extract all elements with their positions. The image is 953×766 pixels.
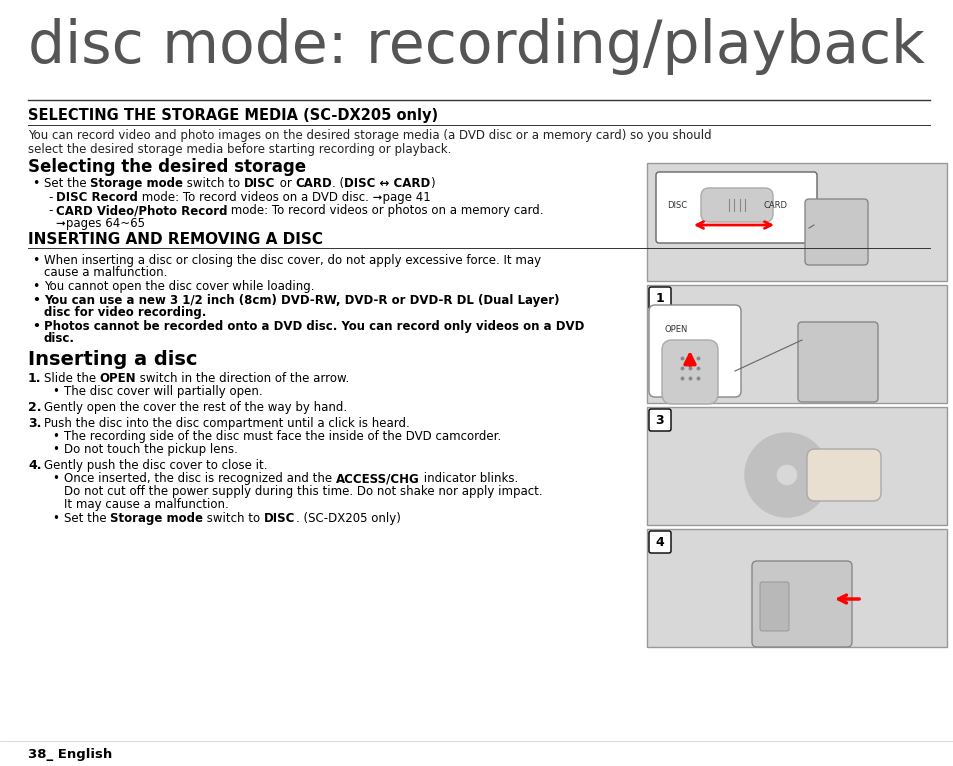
Text: -: -: [48, 191, 52, 204]
Text: •: •: [32, 280, 39, 293]
Text: •: •: [52, 512, 59, 525]
Text: 1: 1: [655, 292, 663, 305]
Text: •: •: [52, 443, 59, 456]
Text: mode: To record videos on a DVD disc. ➞page 41: mode: To record videos on a DVD disc. ➞p…: [138, 191, 430, 204]
Text: CARD Video/Photo Record: CARD Video/Photo Record: [56, 204, 227, 217]
Text: mode: To record videos or photos on a memory card.: mode: To record videos or photos on a me…: [227, 204, 543, 217]
FancyBboxPatch shape: [804, 199, 867, 265]
Text: CARD: CARD: [763, 201, 787, 209]
Text: •: •: [52, 430, 59, 443]
Bar: [646, 163, 946, 281]
Text: Selecting the desired storage: Selecting the desired storage: [28, 158, 306, 176]
Text: You can use a new 3 1/2 inch (8cm) DVD-RW, DVD-R or DVD-R DL (Dual Layer): You can use a new 3 1/2 inch (8cm) DVD-R…: [44, 294, 558, 307]
FancyBboxPatch shape: [700, 188, 772, 222]
Text: switch in the direction of the arrow.: switch in the direction of the arrow.: [136, 372, 350, 385]
Text: DISC: DISC: [244, 177, 275, 190]
Text: Storage mode: Storage mode: [111, 512, 203, 525]
Text: cause a malfunction.: cause a malfunction.: [44, 266, 167, 279]
Text: 3: 3: [655, 414, 663, 427]
Text: You cannot open the disc cover while loading.: You cannot open the disc cover while loa…: [44, 280, 314, 293]
Text: or: or: [275, 177, 294, 190]
Text: INSERTING AND REMOVING A DISC: INSERTING AND REMOVING A DISC: [28, 232, 323, 247]
Text: disc mode: recording/playback: disc mode: recording/playback: [28, 18, 923, 75]
Text: When inserting a disc or closing the disc cover, do not apply excessive force. I: When inserting a disc or closing the dis…: [44, 254, 540, 267]
Text: . (SC-DX205 only): . (SC-DX205 only): [295, 512, 400, 525]
Text: OPEN: OPEN: [664, 325, 688, 334]
Text: OPEN: OPEN: [100, 372, 136, 385]
Text: select the desired storage media before starting recording or playback.: select the desired storage media before …: [28, 143, 451, 156]
Circle shape: [776, 465, 796, 485]
Text: ACCESS/CHG: ACCESS/CHG: [335, 472, 419, 485]
Text: Gently open the cover the rest of the way by hand.: Gently open the cover the rest of the wa…: [44, 401, 347, 414]
FancyBboxPatch shape: [751, 561, 851, 647]
Text: Once inserted, the disc is recognized and the: Once inserted, the disc is recognized an…: [64, 472, 335, 485]
Text: Gently push the disc cover to close it.: Gently push the disc cover to close it.: [44, 459, 267, 472]
Text: Photos cannot be recorded onto a DVD disc. You can record only videos on a DVD: Photos cannot be recorded onto a DVD dis…: [44, 320, 584, 333]
Text: 4: 4: [655, 535, 663, 548]
Text: The recording side of the disc must face the inside of the DVD camcorder.: The recording side of the disc must face…: [64, 430, 500, 443]
Bar: [646, 529, 946, 647]
FancyBboxPatch shape: [760, 582, 788, 631]
Text: Storage mode: Storage mode: [91, 177, 183, 190]
Text: DISC: DISC: [666, 201, 686, 209]
FancyBboxPatch shape: [648, 287, 670, 309]
Text: switch to: switch to: [183, 177, 244, 190]
Text: Do not cut off the power supply during this time. Do not shake nor apply impact.: Do not cut off the power supply during t…: [64, 485, 542, 498]
Text: •: •: [32, 177, 39, 190]
Text: Inserting a disc: Inserting a disc: [28, 350, 197, 369]
FancyBboxPatch shape: [661, 340, 718, 404]
Text: Do not touch the pickup lens.: Do not touch the pickup lens.: [64, 443, 237, 456]
Text: switch to: switch to: [203, 512, 264, 525]
Text: 1.: 1.: [28, 372, 42, 385]
FancyBboxPatch shape: [797, 322, 877, 402]
Text: •: •: [32, 254, 39, 267]
FancyBboxPatch shape: [648, 305, 740, 397]
Text: CARD: CARD: [294, 177, 332, 190]
Text: SELECTING THE STORAGE MEDIA (SC-DX205 only): SELECTING THE STORAGE MEDIA (SC-DX205 on…: [28, 108, 437, 123]
Text: DISC ↔ CARD: DISC ↔ CARD: [344, 177, 430, 190]
Text: •: •: [52, 385, 59, 398]
FancyBboxPatch shape: [648, 409, 670, 431]
Text: •: •: [32, 320, 40, 333]
Text: •: •: [32, 294, 40, 307]
Text: 2.: 2.: [28, 401, 42, 414]
FancyBboxPatch shape: [806, 449, 880, 501]
Bar: [646, 407, 946, 525]
Text: Slide the: Slide the: [44, 372, 100, 385]
Text: 3.: 3.: [28, 417, 41, 430]
Text: 4.: 4.: [28, 459, 42, 472]
Text: . (: . (: [332, 177, 344, 190]
Text: DISC Record: DISC Record: [56, 191, 138, 204]
Text: disc for video recording.: disc for video recording.: [44, 306, 206, 319]
Text: 38_ English: 38_ English: [28, 748, 112, 761]
Text: DISC: DISC: [264, 512, 295, 525]
Text: ➞pages 64~65: ➞pages 64~65: [56, 217, 145, 230]
Bar: [646, 285, 946, 403]
FancyBboxPatch shape: [656, 172, 816, 243]
Circle shape: [744, 433, 828, 517]
Text: You can record video and photo images on the desired storage media (a DVD disc o: You can record video and photo images on…: [28, 129, 711, 142]
Text: indicator blinks.: indicator blinks.: [419, 472, 517, 485]
FancyBboxPatch shape: [648, 531, 670, 553]
Text: •: •: [52, 472, 59, 485]
Text: -: -: [48, 204, 52, 217]
Text: The disc cover will partially open.: The disc cover will partially open.: [64, 385, 262, 398]
Text: Set the: Set the: [44, 177, 91, 190]
Text: Set the: Set the: [64, 512, 111, 525]
Text: Push the disc into the disc compartment until a click is heard.: Push the disc into the disc compartment …: [44, 417, 410, 430]
Text: disc.: disc.: [44, 332, 75, 345]
Text: It may cause a malfunction.: It may cause a malfunction.: [64, 498, 229, 511]
Text: ): ): [430, 177, 435, 190]
